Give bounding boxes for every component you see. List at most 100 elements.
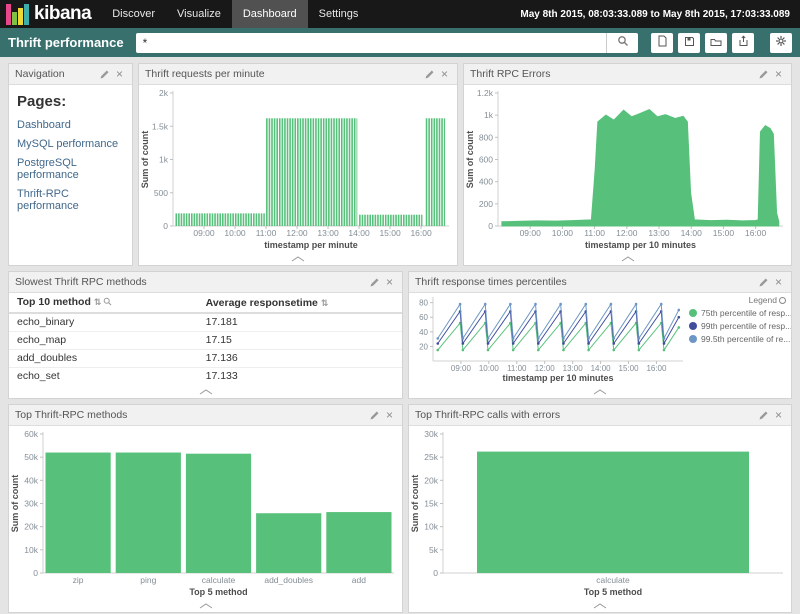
svg-text:80: 80 (419, 299, 428, 308)
panel-title: Thrift RPC Errors (470, 68, 755, 80)
load-dashboard-button[interactable] (705, 33, 727, 53)
svg-text:10k: 10k (424, 522, 438, 532)
edit-panel-button[interactable] (755, 277, 772, 288)
nav-tab-discover[interactable]: Discover (101, 0, 166, 28)
edit-panel-button[interactable] (96, 69, 113, 80)
sort-icon[interactable]: ⇅ (94, 297, 102, 307)
panel-header: Thrift RPC Errors × (464, 64, 791, 85)
svg-text:11:00: 11:00 (584, 228, 605, 238)
svg-text:0: 0 (433, 568, 438, 578)
svg-text:13:00: 13:00 (648, 228, 670, 238)
svg-text:1k: 1k (159, 155, 169, 165)
svg-text:1.5k: 1.5k (152, 121, 169, 131)
page-link-dashboard[interactable]: Dashboard (17, 119, 124, 131)
top-methods-chart: 010k20k30k40k50k60kzippingcalculateadd_d… (9, 426, 402, 599)
column-search-icon[interactable] (103, 297, 112, 309)
chevron-up-icon (592, 389, 608, 395)
cell-responsetime: 17.181 (198, 313, 402, 332)
svg-text:5k: 5k (429, 545, 439, 555)
edit-panel-button[interactable] (755, 410, 772, 421)
column-header-method[interactable]: Top 10 method⇅ (9, 293, 198, 313)
svg-text:Sum of count: Sum of count (10, 475, 20, 533)
close-icon: × (386, 276, 393, 288)
search-button[interactable] (606, 33, 638, 53)
legend-item-99th[interactable]: 99th percentile of resp... (689, 321, 786, 331)
svg-text:20: 20 (419, 342, 428, 351)
legend-toggle[interactable]: Legend (689, 295, 786, 305)
nav-tab-visualize[interactable]: Visualize (166, 0, 232, 28)
svg-text:30k: 30k (424, 429, 438, 439)
pencil-icon (758, 410, 769, 421)
top-navigation-bar: kibana Discover Visualize Dashboard Sett… (0, 0, 800, 28)
share-icon (738, 35, 749, 50)
column-header-responsetime[interactable]: Average responsetime⇅ (198, 293, 402, 313)
svg-text:12:00: 12:00 (535, 364, 556, 373)
spy-toggle-button[interactable] (290, 256, 306, 262)
search-input[interactable] (136, 33, 606, 53)
chevron-up-icon (592, 603, 608, 609)
sort-icon[interactable]: ⇅ (321, 298, 329, 308)
rpc-errors-chart: 02004006008001k1.2k09:0010:0011:0012:001… (464, 85, 791, 252)
remove-panel-button[interactable]: × (438, 68, 451, 80)
cell-responsetime: 17.136 (198, 350, 402, 368)
legend-item-75th[interactable]: 75th percentile of resp... (689, 308, 786, 318)
svg-text:11:00: 11:00 (256, 228, 277, 238)
edit-panel-button[interactable] (366, 410, 383, 421)
svg-text:60: 60 (419, 313, 428, 322)
save-icon (684, 35, 695, 50)
remove-panel-button[interactable]: × (383, 276, 396, 288)
spy-toggle-button[interactable] (198, 603, 214, 609)
remove-panel-button[interactable]: × (772, 68, 785, 80)
svg-text:13:00: 13:00 (563, 364, 584, 373)
spy-toggle-button[interactable] (592, 603, 608, 609)
svg-text:20k: 20k (24, 522, 38, 532)
edit-panel-button[interactable] (755, 69, 772, 80)
save-dashboard-button[interactable] (678, 33, 700, 53)
page-link-postgresql[interactable]: PostgreSQL performance (17, 157, 124, 181)
legend-toggle-icon (779, 297, 786, 304)
spy-toggle-button[interactable] (620, 256, 636, 262)
spy-toggle-button[interactable] (198, 389, 214, 395)
edit-panel-button[interactable] (366, 277, 383, 288)
svg-text:15:00: 15:00 (619, 364, 640, 373)
cell-method: echo_map (9, 332, 198, 350)
edit-panel-button[interactable] (421, 69, 438, 80)
svg-text:15k: 15k (424, 499, 438, 509)
table-row: echo_set17.133 (9, 368, 402, 386)
share-dashboard-button[interactable] (732, 33, 754, 53)
remove-panel-button[interactable]: × (383, 409, 396, 421)
svg-text:50k: 50k (24, 452, 38, 462)
nav-tab-dashboard[interactable]: Dashboard (232, 0, 308, 28)
close-icon: × (775, 68, 782, 80)
time-range-picker[interactable]: May 8th 2015, 08:03:33.089 to May 8th 20… (520, 9, 800, 20)
page-link-thrift-rpc[interactable]: Thrift-RPC performance (17, 188, 124, 212)
panel-navigation: Navigation × Pages: Dashboard MySQL perf… (8, 63, 133, 266)
legend-item-99-5th[interactable]: 99.5th percentile of re... (689, 334, 786, 344)
chevron-up-icon (290, 256, 306, 262)
dashboard-title: Thrift performance (8, 35, 124, 50)
close-icon: × (441, 68, 448, 80)
remove-panel-button[interactable]: × (113, 68, 126, 80)
remove-panel-button[interactable]: × (772, 409, 785, 421)
svg-text:40k: 40k (24, 475, 38, 485)
nav-tab-settings[interactable]: Settings (308, 0, 370, 28)
chart-legend: Legend 75th percentile of resp... 99th p… (689, 293, 791, 385)
panel-header: Top Thrift-RPC methods × (9, 405, 402, 426)
svg-text:10:00: 10:00 (224, 228, 246, 238)
svg-text:800: 800 (479, 132, 493, 142)
svg-text:09:00: 09:00 (520, 228, 542, 238)
svg-text:500: 500 (154, 188, 168, 198)
settings-button[interactable] (770, 33, 792, 53)
spy-toggle-button[interactable] (592, 389, 608, 395)
remove-panel-button[interactable]: × (772, 276, 785, 288)
svg-text:ping: ping (140, 575, 156, 585)
page-link-mysql[interactable]: MySQL performance (17, 138, 124, 150)
svg-text:16:00: 16:00 (745, 228, 767, 238)
new-dashboard-button[interactable] (651, 33, 673, 53)
svg-text:Top 5 method: Top 5 method (189, 587, 247, 597)
svg-text:add: add (352, 575, 366, 585)
close-icon: × (775, 276, 782, 288)
svg-text:11:00: 11:00 (507, 364, 527, 373)
svg-text:20k: 20k (424, 475, 438, 485)
svg-text:16:00: 16:00 (410, 228, 432, 238)
